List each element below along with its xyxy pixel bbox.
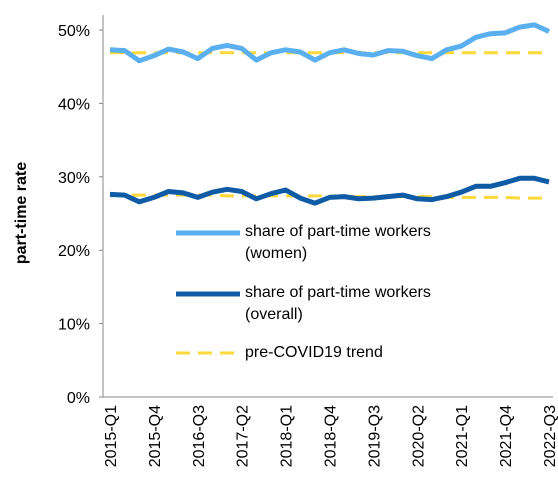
- x-tick-label: 2021-Q4: [498, 405, 515, 467]
- series-line: [109, 175, 550, 206]
- y-axis-label: part-time rate: [13, 162, 30, 264]
- legend-label: share of part-time workers (overall): [245, 284, 431, 323]
- x-tick-label: 2015-Q1: [103, 405, 120, 467]
- y-tick-label: 50%: [58, 23, 90, 40]
- y-tick-label: 0%: [67, 390, 90, 407]
- y-tick-label: 20%: [58, 243, 90, 260]
- legend-label: share of part-time workers (women): [245, 223, 431, 262]
- x-tick-label: 2018-Q1: [279, 405, 296, 467]
- y-tick-label: 30%: [58, 170, 90, 187]
- x-tick-label: 2015-Q4: [147, 405, 164, 467]
- x-tick-label: 2020-Q2: [410, 405, 427, 467]
- x-tick-label: 2016-Q3: [191, 405, 208, 467]
- x-tick-label: 2021-Q1: [454, 405, 471, 467]
- x-tick-label: 2018-Q4: [323, 405, 340, 467]
- y-tick-label: 10%: [58, 317, 90, 334]
- legend-label: pre-COVID19 trend: [245, 344, 383, 361]
- x-tick-label: 2017-Q2: [235, 405, 252, 467]
- series-line: [109, 22, 551, 64]
- y-tick-label: 40%: [58, 96, 90, 113]
- x-tick-label: 2019-Q3: [366, 405, 383, 467]
- x-tick-label: 2022-Q3: [542, 405, 558, 467]
